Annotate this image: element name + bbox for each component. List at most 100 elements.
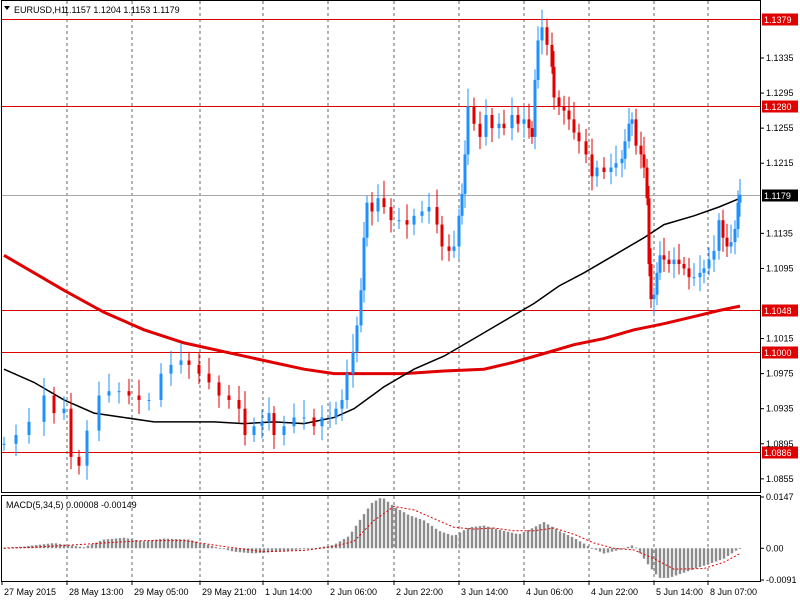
macd-bar bbox=[210, 545, 214, 549]
candle-body bbox=[536, 40, 540, 80]
candle-body bbox=[340, 399, 344, 409]
candle-body bbox=[207, 373, 211, 383]
candle-body bbox=[69, 408, 73, 457]
macd-bar bbox=[534, 526, 538, 549]
macd-bar bbox=[366, 508, 370, 549]
macd-bar bbox=[238, 548, 242, 553]
macd-bar bbox=[562, 533, 566, 549]
candle-body bbox=[345, 373, 349, 400]
candlesticks bbox=[2, 9, 742, 480]
macd-bar bbox=[282, 548, 286, 551]
macd-bar bbox=[474, 526, 478, 549]
candle-body bbox=[169, 364, 173, 374]
macd-bar bbox=[362, 514, 366, 549]
macd-bar bbox=[546, 524, 550, 549]
macd-bar bbox=[246, 548, 250, 553]
candle-body bbox=[540, 27, 544, 41]
candle-body bbox=[282, 426, 286, 436]
macd-bar bbox=[258, 548, 262, 553]
macd-bar bbox=[274, 548, 278, 552]
macd-bar bbox=[286, 548, 290, 551]
candle-body bbox=[472, 106, 476, 124]
level-price-tag bbox=[762, 446, 798, 459]
macd-bar bbox=[402, 512, 406, 549]
candle-body bbox=[376, 198, 380, 212]
candle-body bbox=[733, 228, 737, 243]
macd-bar bbox=[654, 548, 658, 575]
candle-body bbox=[117, 391, 121, 393]
macd-bar bbox=[526, 530, 530, 549]
macd-bar bbox=[382, 498, 386, 549]
candle-body bbox=[412, 215, 416, 225]
macd-label: MACD(5,34,5) 0.00008 -0.00149 bbox=[6, 500, 137, 510]
macd-bar bbox=[214, 547, 218, 549]
macd-bar bbox=[502, 530, 506, 549]
level-price-tag bbox=[762, 346, 798, 359]
macd-bar bbox=[506, 531, 510, 549]
macd-bar bbox=[390, 504, 394, 549]
candle-body bbox=[630, 119, 634, 124]
candle-body bbox=[466, 106, 470, 155]
macd-indicator: 0.0147 0.00 -0.0091 bbox=[2, 492, 797, 585]
macd-bar bbox=[206, 544, 210, 549]
macd-bar bbox=[614, 548, 618, 551]
level-lines[interactable]: 1.1379 1.1280 1.1048 1.1000 1.0886 1.1179 bbox=[2, 13, 798, 459]
candle-body bbox=[645, 167, 649, 199]
candle-body bbox=[590, 154, 594, 177]
macd-bar bbox=[182, 539, 186, 549]
candle-body bbox=[634, 119, 638, 146]
candle-body bbox=[137, 395, 141, 400]
macd-bar bbox=[714, 548, 718, 562]
candle-body bbox=[460, 193, 464, 216]
macd-bar bbox=[618, 548, 622, 550]
macd-bar bbox=[578, 541, 582, 549]
candle-body bbox=[370, 202, 374, 212]
macd-bar bbox=[686, 548, 690, 572]
candle-body bbox=[502, 123, 506, 129]
macd-bar bbox=[394, 507, 398, 549]
macd-bar bbox=[446, 533, 450, 549]
macd-bar bbox=[494, 528, 498, 549]
candle-body bbox=[420, 211, 424, 216]
candle-body bbox=[355, 325, 359, 352]
candle-body bbox=[522, 119, 526, 124]
macd-bar bbox=[78, 546, 82, 549]
macd-bar bbox=[734, 548, 738, 551]
macd-bar bbox=[98, 541, 102, 549]
candle-body bbox=[328, 417, 332, 419]
candle-body bbox=[627, 123, 631, 142]
candle-body bbox=[272, 413, 276, 436]
macd-bar bbox=[486, 526, 490, 549]
candle-body bbox=[527, 119, 531, 129]
candle-body bbox=[179, 360, 183, 365]
macd-bar bbox=[146, 540, 150, 549]
macd-bar bbox=[566, 535, 570, 549]
macd-bar bbox=[658, 548, 662, 578]
dropdown-triangle-icon[interactable] bbox=[4, 6, 10, 10]
macd-tick-label: 0.0147 bbox=[766, 492, 794, 502]
macd-bar bbox=[118, 538, 122, 549]
macd-bar bbox=[678, 548, 682, 575]
macd-bar bbox=[266, 548, 270, 553]
candle-body bbox=[639, 145, 643, 155]
symbol-label: EURUSD,H1 bbox=[14, 5, 66, 15]
macd-bar bbox=[478, 526, 482, 549]
candle-body bbox=[530, 128, 534, 137]
macd-bar bbox=[106, 539, 110, 549]
ma-fast-line bbox=[3, 197, 741, 425]
time-tick-label: 29 May 21:00 bbox=[202, 587, 257, 597]
macd-bar bbox=[386, 501, 390, 549]
macd-bar bbox=[554, 529, 558, 549]
macd-bar bbox=[122, 537, 126, 549]
candle-body bbox=[677, 259, 681, 265]
macd-bar bbox=[350, 531, 354, 549]
candle-body bbox=[557, 97, 561, 107]
candle-body bbox=[692, 277, 696, 279]
macd-bar bbox=[598, 548, 602, 552]
macd-bar bbox=[610, 548, 614, 552]
macd-bar bbox=[250, 548, 254, 554]
candle-body bbox=[712, 250, 716, 260]
candle-body bbox=[707, 259, 711, 269]
candle-body bbox=[702, 268, 706, 273]
